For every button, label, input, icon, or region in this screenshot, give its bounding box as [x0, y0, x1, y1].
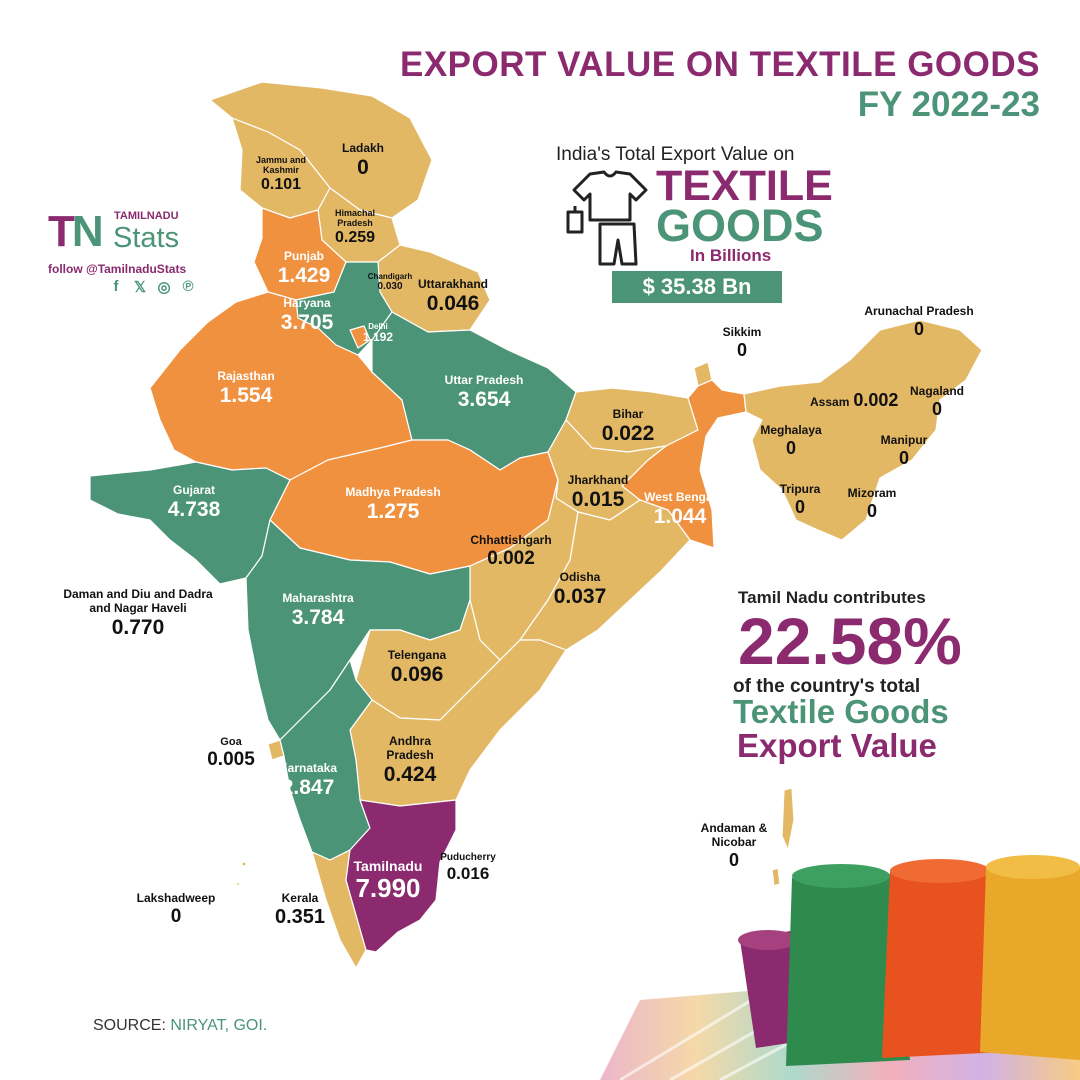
tn-logo: TN [48, 207, 104, 256]
label-himachal: Himachal Pradesh 0.259 [334, 208, 376, 246]
label-madhya-pradesh: Madhya Pradesh 1.275 [345, 485, 441, 523]
label-nagaland: Nagaland 0 [909, 384, 965, 419]
brand-small-name: TAMILNADU [114, 210, 179, 222]
title-line-1: EXPORT VALUE ON TEXTILE GOODS [399, 45, 1040, 84]
label-daman-diu: Daman and Diu and Dadra and Nagar Haveli… [63, 587, 213, 639]
label-lakshadweep: Lakshadweep 0 [136, 891, 216, 927]
label-odisha: Odisha 0.037 [553, 570, 607, 608]
contribution-line-3: Textile Goods [733, 693, 949, 730]
region-delhi [349, 325, 371, 349]
label-mizoram: Mizoram 0 [847, 486, 897, 521]
region-odisha [519, 499, 691, 651]
contribution-line-4: Export Value [737, 727, 937, 764]
label-meghalaya: Meghalaya 0 [760, 423, 822, 458]
label-sikkim: Sikkim 0 [722, 325, 762, 360]
region-andaman [781, 787, 795, 851]
unit-label: In Billions [690, 246, 772, 265]
facebook-icon[interactable]: f [113, 278, 119, 295]
title-line-2: FY 2022-23 [857, 85, 1040, 124]
label-delhi: Delhi 1.192 [362, 322, 394, 345]
yarn-cones-image [600, 855, 1080, 1080]
label-assam: Assam 0.002 [810, 390, 899, 410]
region-tamilnadu [345, 799, 457, 953]
instagram-icon[interactable]: ◎ [157, 279, 171, 296]
label-ladakh: Ladakh 0 [341, 141, 385, 179]
label-tamilnadu: Tamilnadu 7.990 [353, 858, 423, 904]
label-west-bengal: West Bengal 1.044 [644, 490, 716, 528]
source-note: SOURCE: NIRYAT, GOI. [93, 1017, 267, 1035]
label-andaman-nicobar: Andaman & Nicobar 0 [700, 821, 768, 870]
total-heading: India's Total Export Value on [556, 144, 795, 165]
clothes-icon [566, 170, 648, 266]
x-icon[interactable]: 𝕏 [133, 279, 147, 296]
label-maharashtra: Maharashtra 3.784 [282, 591, 354, 629]
label-punjab: Punjab 1.429 [277, 249, 331, 287]
label-telangana: Telengana 0.096 [387, 648, 447, 686]
label-karnataka: Karnataka 2.847 [278, 761, 338, 799]
label-chandigarh: Chandigarh 0.030 [367, 272, 413, 293]
contribution-line-2: of the country's total [733, 676, 921, 697]
label-goa: Goa 0.005 [207, 736, 255, 770]
region-lakshadweep [241, 861, 247, 867]
follow-handle: follow @TamilnaduStats [48, 262, 187, 276]
social-icons: f 𝕏 ◎ ℗ [108, 278, 196, 296]
label-jammu-kashmir: Jammu and Kashmir 0.101 [255, 155, 306, 193]
source-value: NIRYAT, GOI. [170, 1017, 268, 1034]
pinterest-icon[interactable]: ℗ [182, 278, 194, 295]
label-bihar: Bihar 0.022 [601, 407, 655, 445]
label-puducherry: Puducherry 0.016 [440, 852, 496, 883]
label-manipur: Manipur 0 [880, 433, 928, 468]
logo-letter-t: T [48, 207, 75, 256]
label-arunachal: Arunachal Pradesh 0 [864, 304, 974, 339]
goods-word: GOODS [656, 200, 824, 251]
brand-name: Stats [113, 222, 180, 254]
textile-word: TEXTILE [656, 162, 833, 210]
region-nicobar [771, 867, 781, 887]
label-tripura: Tripura 0 [779, 482, 821, 517]
total-value-badge: $ 35.38 Bn [612, 271, 782, 303]
label-uttarakhand: Uttarakhand 0.046 [417, 277, 489, 315]
label-gujarat: Gujarat 4.738 [167, 483, 221, 521]
contribution-intro: Tamil Nadu contributes [738, 588, 926, 607]
region-lakshadweep-dot [235, 881, 241, 887]
region-northeast [743, 319, 983, 541]
logo-letter-n: N [71, 207, 104, 256]
label-andhra-pradesh: Andhra Pradesh 0.424 [383, 734, 437, 786]
source-label: SOURCE: [93, 1017, 166, 1034]
label-haryana: Haryana 3.705 [280, 296, 334, 334]
contribution-percent: 22.58% [738, 604, 962, 678]
label-rajasthan: Rajasthan 1.554 [217, 369, 275, 407]
label-jharkhand: Jharkhand 0.015 [567, 473, 629, 511]
label-chhattisgarh: Chhattishgarh 0.002 [470, 533, 552, 569]
label-uttar-pradesh: Uttar Pradesh 3.654 [444, 373, 524, 411]
label-kerala: Kerala 0.351 [274, 891, 326, 928]
